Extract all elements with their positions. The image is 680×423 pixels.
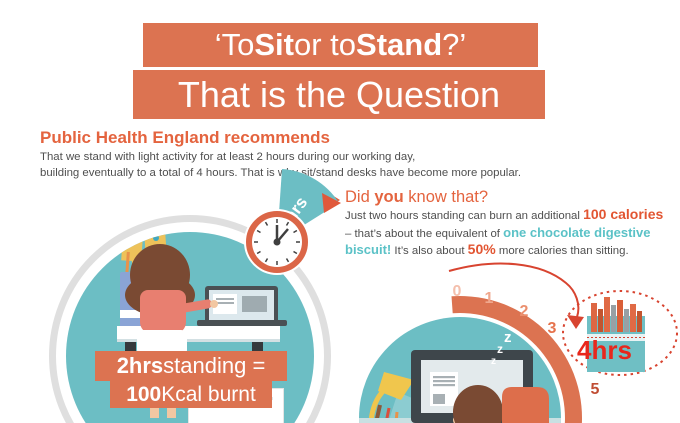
highlight-biscuit-1: one chocolate digestive (503, 224, 651, 240)
screen-line (216, 298, 234, 300)
pin-icon (129, 241, 134, 246)
title-bold-stand: Stand (356, 27, 443, 62)
sitting-scene: z z z 0 1 2 3 5 (359, 262, 680, 423)
woman-hand (210, 300, 218, 308)
title-line-2: That is the Question (133, 70, 545, 119)
hours-arc (451, 296, 582, 423)
callout-4hrs-label: 4hrs (577, 335, 632, 365)
recommendation-body: That we stand with light activity for at… (40, 150, 521, 181)
sitter-head (453, 385, 503, 423)
sleep-zzz: z z z (491, 329, 512, 367)
laptop-base (197, 320, 287, 326)
screen-lines (433, 376, 455, 404)
scale-number: 2 (520, 303, 529, 320)
caption-2hrs-standing: 2hrs standing = (95, 351, 287, 381)
clock-ticks (254, 219, 300, 265)
scale-number: 1 (485, 290, 494, 307)
clock-illustration: 2hrs (244, 169, 341, 275)
screen-line (216, 302, 234, 304)
svg-text:z: z (491, 356, 496, 367)
lamp-shade-icon (378, 372, 414, 400)
standing-scene-circle (66, 232, 314, 423)
cigarettes (591, 297, 642, 332)
recommendation-line-2: building eventually to a total of 4 hour… (40, 166, 522, 179)
scale-number: 3 (548, 320, 557, 337)
hours-scale: 0 1 2 3 5 (453, 283, 600, 398)
caption-100kcal-burnt: 100 Kcal burnt (110, 381, 272, 408)
did-you-know-body: Just two hours standing can burn an addi… (345, 206, 664, 257)
arrowhead-icon (567, 315, 584, 329)
recommendation-heading: Public Health England recommends (40, 128, 331, 147)
screen-block (242, 296, 267, 312)
recommendation-line-1: That we stand with light activity for at… (40, 151, 416, 163)
callout-dashed-circle (562, 290, 678, 376)
desk-clamp (125, 342, 136, 351)
highlight-biscuit-2: biscuit! (345, 242, 392, 257)
did-you-know-heading: Did you know that? (345, 188, 489, 206)
svg-text:z: z (504, 329, 512, 346)
highlight-50-percent: 50% (467, 241, 496, 257)
laptop-display (209, 290, 274, 321)
svg-text:z: z (497, 342, 503, 356)
title-bold-sit: Sit (254, 27, 294, 62)
scale-number: 5 (591, 381, 600, 398)
title-line-1: ‘To Sit or to Stand?’ (143, 23, 538, 67)
chair-back (502, 387, 549, 423)
curved-arrow (448, 262, 580, 318)
scale-number: 0 (453, 283, 462, 300)
title-text: ‘To (214, 27, 255, 62)
desk-clamp (252, 342, 263, 351)
wedge-arrow-icon (322, 193, 341, 213)
pin-icon (153, 235, 159, 241)
sitting-scene-content: z z z (359, 329, 561, 423)
cigarette-pack-icon (587, 297, 645, 372)
highlight-100-calories: 100 calories (583, 206, 664, 222)
clock-center (273, 238, 281, 246)
folder-band (120, 310, 146, 318)
